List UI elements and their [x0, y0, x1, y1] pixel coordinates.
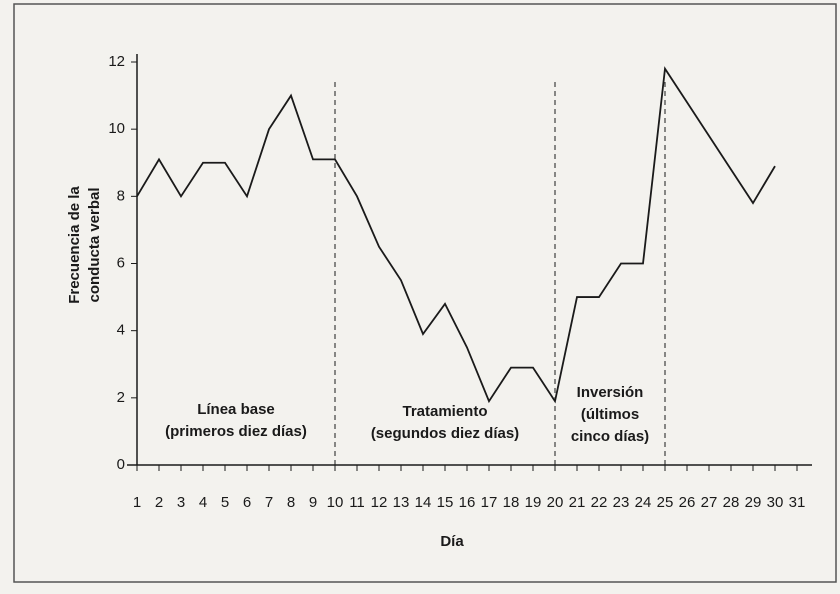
- x-tick-label: 15: [437, 494, 454, 511]
- data-line: [136, 66, 776, 404]
- phase-label: Línea base: [197, 401, 275, 418]
- x-tick-label: 3: [177, 494, 185, 511]
- x-tick-label: 24: [635, 494, 652, 511]
- x-tick-label: 6: [243, 494, 251, 511]
- x-tick-label: 21: [569, 494, 586, 511]
- x-tick-label: 30: [767, 494, 784, 511]
- x-tick-label: 5: [221, 494, 229, 511]
- x-tick-label: 10: [327, 494, 344, 511]
- x-tick-label: 28: [723, 494, 740, 511]
- x-tick-label: 20: [547, 494, 564, 511]
- x-tick-label: 26: [679, 494, 696, 511]
- y-tick-label: 2: [117, 389, 125, 406]
- phase-label: (segundos diez días): [371, 425, 519, 442]
- x-tick-label: 7: [265, 494, 273, 511]
- x-tick-label: 25: [657, 494, 674, 511]
- x-tick-label: 4: [199, 494, 207, 511]
- y-tick-label: 0: [117, 456, 125, 473]
- x-tick-label: 9: [309, 494, 317, 511]
- x-tick-label: 19: [525, 494, 542, 511]
- page-frame: [13, 3, 837, 583]
- x-tick-label: 18: [503, 494, 520, 511]
- x-tick-label: 14: [415, 494, 432, 511]
- x-tick-label: 22: [591, 494, 608, 511]
- x-tick-label: 1: [133, 494, 141, 511]
- y-tick-label: 12: [108, 53, 125, 70]
- x-tick-label: 8: [287, 494, 295, 511]
- y-axis-label-line: conducta verbal: [86, 187, 103, 302]
- x-tick-label: 27: [701, 494, 718, 511]
- y-tick-label: 8: [117, 187, 125, 204]
- y-axis-label: Frecuencia de la conducta verbal: [66, 186, 103, 304]
- x-tick-label: 29: [745, 494, 762, 511]
- x-tick-label: 2: [155, 494, 163, 511]
- x-tick-label: 12: [371, 494, 388, 511]
- x-tick-label: 23: [613, 494, 630, 511]
- phase-label: cinco días): [571, 428, 649, 445]
- x-tick-label: 11: [349, 494, 365, 511]
- y-tick-label: 6: [117, 254, 125, 271]
- x-tick-label: 16: [459, 494, 476, 511]
- x-tick-label: 17: [481, 494, 498, 511]
- x-tick-label: 31: [789, 494, 806, 511]
- phase-label: Tratamiento: [402, 403, 487, 420]
- y-tick-label: 10: [108, 120, 125, 137]
- y-axis-label-line: Frecuencia de la: [66, 186, 83, 304]
- phase-label: (primeros diez días): [165, 423, 307, 440]
- phase-label: Inversión: [577, 384, 644, 401]
- x-axis-label: Día: [440, 533, 464, 550]
- y-tick-label: 4: [117, 322, 125, 339]
- phase-label: (últimos: [581, 406, 639, 423]
- x-tick-label: 13: [393, 494, 410, 511]
